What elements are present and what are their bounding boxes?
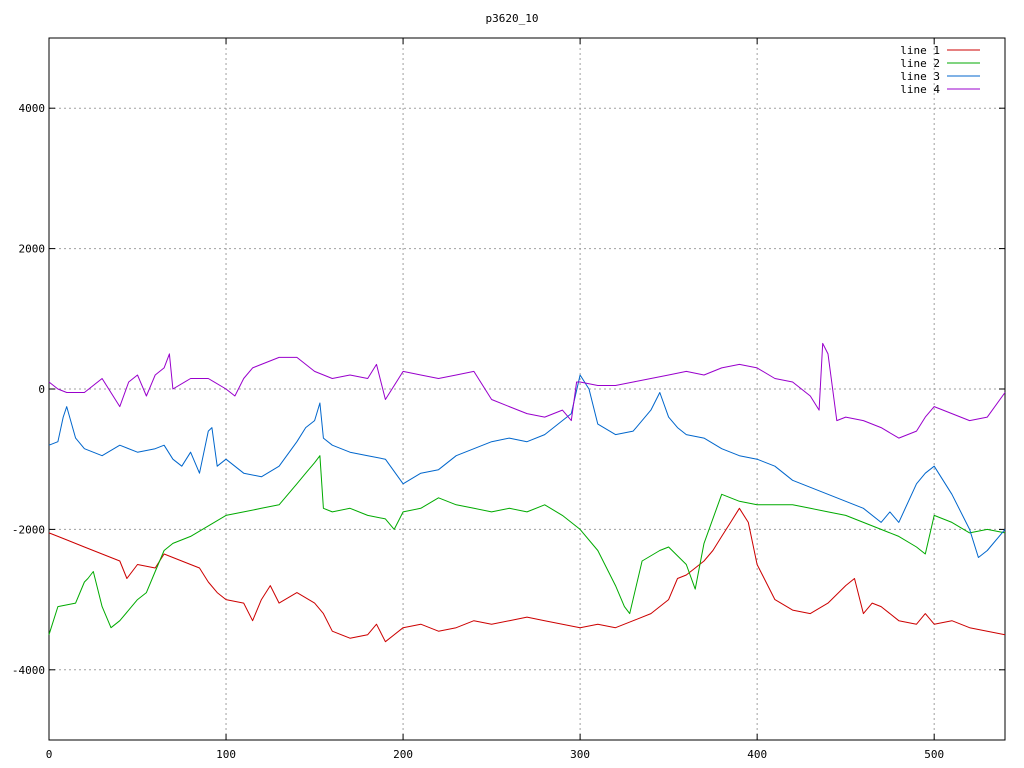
x-tick-label: 400 <box>747 748 767 761</box>
x-tick-label: 100 <box>216 748 236 761</box>
series-line-1 <box>48 507 1006 643</box>
x-tick-label: 0 <box>46 748 53 761</box>
y-tick-label: 2000 <box>19 243 46 256</box>
series <box>48 342 1006 643</box>
plot-frame <box>48 37 1006 741</box>
y-tick-label: 0 <box>38 383 45 396</box>
grid <box>49 38 1005 740</box>
series-line-2 <box>48 455 1006 635</box>
x-tick-label: 300 <box>570 748 590 761</box>
series-line-4 <box>48 342 1006 439</box>
y-tick-label: 4000 <box>19 102 46 115</box>
legend-label: line 2 <box>900 57 940 70</box>
axes: 0 100 200 300 400 500 -4000 -2000 0 2000 4000 <box>12 37 1006 761</box>
y-tick-label: -2000 <box>12 523 45 536</box>
x-tick-label: 200 <box>393 748 413 761</box>
series-line-3 <box>48 374 1006 558</box>
legend-label: line 3 <box>900 70 940 83</box>
x-tick-label: 500 <box>924 748 944 761</box>
legend-label: line 4 <box>900 83 940 96</box>
chart-title: p3620_10 <box>486 12 539 25</box>
legend-label: line 1 <box>900 44 940 57</box>
y-tick-label: -4000 <box>12 664 45 677</box>
